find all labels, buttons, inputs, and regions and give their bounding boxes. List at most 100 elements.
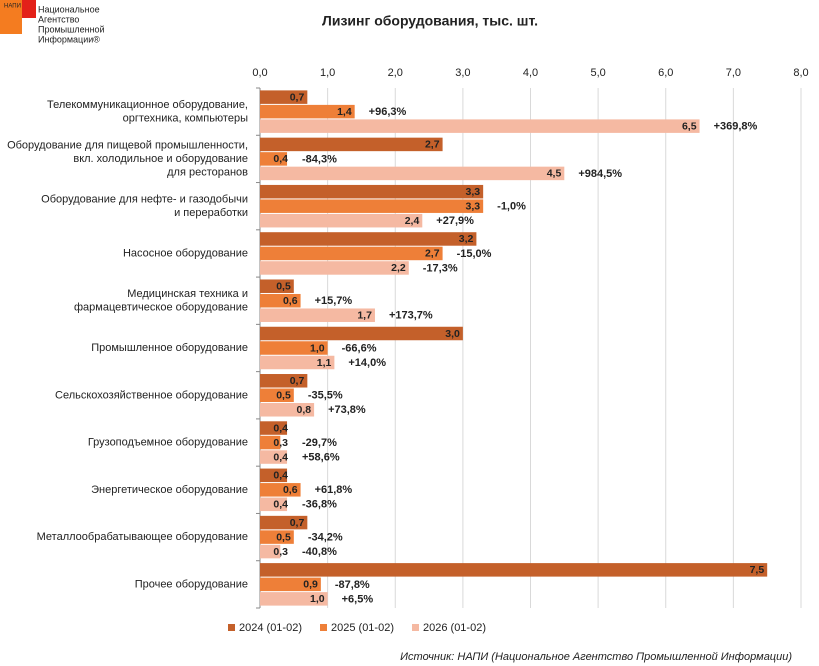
- value-label: 0,4: [273, 470, 288, 482]
- x-tick-label: 6,0: [658, 67, 673, 79]
- logo-mark: [22, 0, 36, 18]
- value-label: 4,5: [547, 168, 562, 180]
- y-tick-label: Прочее оборудование: [135, 578, 248, 590]
- change-label: -34,2%: [308, 531, 343, 543]
- change-label: +27,9%: [436, 215, 474, 227]
- x-tick-label: 2,0: [388, 67, 403, 79]
- x-tick-label: 0,0: [252, 67, 267, 79]
- bar: [260, 544, 281, 559]
- change-label: -84,3%: [302, 153, 337, 165]
- value-label: 3,3: [466, 186, 481, 198]
- change-label: -1,0%: [497, 201, 526, 213]
- logo-text: Информации®: [38, 34, 100, 44]
- change-label: +96,3%: [369, 106, 407, 118]
- bar: [260, 592, 328, 606]
- change-label: +6,5%: [342, 593, 374, 605]
- bar: [260, 421, 288, 435]
- bar: [260, 530, 294, 544]
- chart-title: Лизинг оборудования, тыс. шт.: [322, 13, 538, 29]
- y-tick-label: Сельскохозяйственное оборудование: [55, 389, 248, 401]
- legend-swatch: [412, 624, 419, 631]
- legend-swatch: [228, 624, 235, 631]
- value-label: 0,7: [290, 91, 305, 103]
- bar: [260, 90, 308, 104]
- change-label: -40,8%: [302, 546, 337, 558]
- change-label: -29,7%: [302, 437, 337, 449]
- bar: [260, 388, 294, 403]
- change-label: -15,0%: [457, 248, 492, 260]
- value-label: 0,6: [283, 295, 298, 307]
- y-tick-label: Оборудование для нефте- и газодобычи и пе…: [41, 193, 248, 219]
- bar: [260, 497, 288, 512]
- value-label: 0,7: [290, 375, 305, 387]
- change-label: -87,8%: [335, 579, 370, 591]
- change-label: -17,3%: [423, 262, 458, 274]
- bar: [260, 515, 308, 530]
- value-label: 1,0: [310, 593, 325, 605]
- bar: [260, 246, 443, 261]
- bar: [260, 119, 700, 133]
- value-label: 0,9: [303, 579, 318, 591]
- bar: [260, 341, 328, 355]
- bar: [260, 468, 288, 483]
- bar: [260, 213, 423, 228]
- bar: [260, 563, 768, 577]
- bar: [260, 137, 443, 152]
- value-label: 0,7: [290, 517, 305, 529]
- bar: [260, 374, 308, 388]
- change-label: +58,6%: [302, 451, 340, 463]
- change-label: +15,7%: [315, 295, 353, 307]
- x-tick-label: 5,0: [590, 67, 605, 79]
- legend-label: 2024 (01-02): [239, 622, 302, 634]
- value-label: 0,5: [276, 390, 291, 402]
- y-tick-label: Медицинская техника и фармацевтическое об…: [74, 288, 248, 314]
- bar: [260, 152, 288, 166]
- value-label: 2,2: [391, 262, 406, 274]
- value-label: 2,7: [425, 248, 440, 260]
- x-tick-label: 4,0: [523, 67, 538, 79]
- y-tick-label: Телекоммуникационное оборудование, оргтех…: [47, 99, 248, 125]
- value-label: 3,2: [459, 233, 474, 245]
- bar: [260, 184, 484, 199]
- bar: [260, 326, 463, 341]
- logo-text: Национальное: [38, 4, 100, 14]
- source: Источник: НАПИ (Национальное Агентство П…: [400, 651, 792, 663]
- bar: [260, 308, 375, 322]
- change-label: +984,5%: [578, 168, 622, 180]
- logo-mark: [0, 0, 22, 34]
- value-label: 1,0: [310, 342, 325, 354]
- value-label: 6,5: [682, 120, 697, 132]
- value-label: 7,5: [750, 564, 765, 576]
- bar: [260, 232, 477, 246]
- logo-text: Промышленной: [38, 24, 105, 34]
- value-label: 0,4: [273, 499, 288, 511]
- y-tick-label: Энергетическое оборудование: [91, 484, 248, 496]
- change-label: -36,8%: [302, 499, 337, 511]
- bar: [260, 435, 281, 450]
- y-tick-label: Металлообрабатывающее оборудование: [37, 531, 248, 543]
- x-tick-label: 3,0: [455, 67, 470, 79]
- value-label: 0,6: [283, 484, 298, 496]
- value-label: 0,4: [273, 422, 288, 434]
- logo-abbr: НАПИ: [4, 4, 21, 10]
- logo-text: Агентство: [38, 14, 79, 24]
- bar: [260, 355, 335, 370]
- bar: [260, 403, 315, 417]
- change-label: +369,8%: [714, 121, 758, 133]
- bar: [260, 261, 409, 275]
- value-label: 0,4: [273, 153, 288, 165]
- change-label: +173,7%: [389, 310, 433, 322]
- bar: [260, 104, 355, 119]
- value-label: 0,5: [276, 531, 291, 543]
- change-label: +73,8%: [328, 404, 366, 416]
- x-tick-label: 8,0: [793, 67, 808, 79]
- y-tick-label: Грузоподъемное оборудование: [88, 436, 248, 448]
- value-label: 0,3: [273, 546, 288, 558]
- value-label: 0,8: [296, 404, 311, 416]
- change-label: -66,6%: [342, 342, 377, 354]
- value-label: 2,4: [405, 215, 420, 227]
- change-label: -35,5%: [308, 390, 343, 402]
- bar: [260, 279, 294, 293]
- value-label: 1,7: [357, 310, 372, 322]
